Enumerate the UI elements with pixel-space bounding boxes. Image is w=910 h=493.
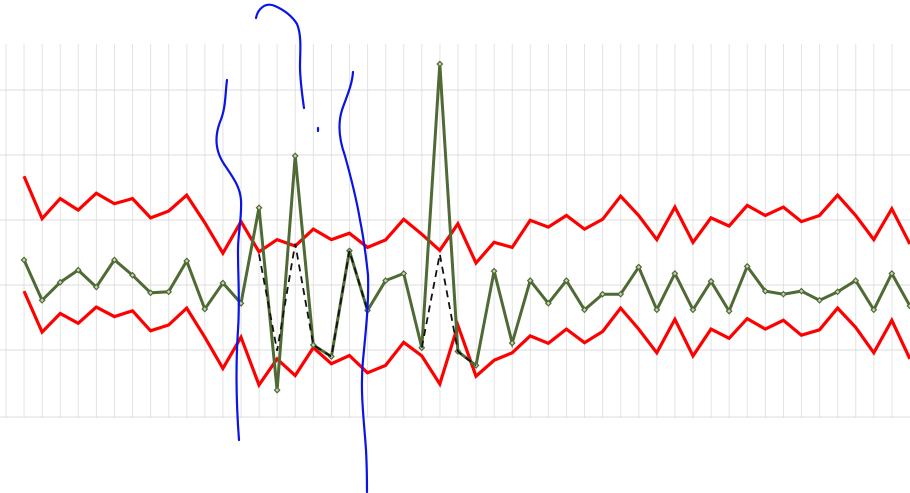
series-point-2 — [581, 306, 588, 314]
series-point-2 — [255, 204, 263, 212]
series-line-3 — [258, 243, 369, 359]
series-point-2 — [74, 266, 82, 274]
series-point-2 — [309, 341, 317, 349]
series-point-2 — [183, 257, 191, 265]
blue-hand-drawn-stroke — [338, 70, 370, 493]
series-point-2 — [38, 296, 46, 304]
series-point-2 — [544, 299, 552, 307]
series-point-2 — [707, 277, 715, 285]
series-point-2 — [816, 296, 823, 304]
series-point-2 — [92, 283, 100, 291]
series-point-2 — [418, 344, 426, 352]
series-point-2 — [436, 60, 444, 68]
series-point-2 — [56, 278, 64, 286]
series-point-2 — [725, 307, 733, 315]
series-point-2 — [165, 288, 173, 296]
series-point-2 — [20, 256, 28, 264]
series-point-2 — [671, 270, 679, 277]
series-point-2 — [110, 256, 118, 264]
series-point-2 — [852, 277, 860, 285]
series-point-2 — [797, 287, 805, 295]
series-point-2 — [147, 289, 155, 297]
series-point-2 — [273, 386, 281, 394]
chart-series — [20, 60, 910, 394]
series-point-2 — [382, 277, 390, 285]
series-point-2 — [526, 277, 534, 285]
series-line-1 — [22, 290, 910, 389]
series-point-2 — [689, 306, 697, 314]
series-point-2 — [761, 287, 769, 295]
series-point-2 — [508, 339, 516, 347]
series-point-2 — [129, 271, 136, 279]
series-line-2 — [22, 63, 910, 391]
series-line-0 — [22, 175, 910, 266]
series-point-2 — [653, 306, 661, 314]
series-point-2 — [400, 270, 408, 277]
series-point-2 — [291, 152, 299, 160]
blue-hand-drawn-stroke — [215, 78, 243, 442]
series-line-3 — [420, 254, 477, 367]
series-point-2 — [599, 290, 607, 298]
series-point-2 — [779, 290, 787, 298]
series-point-2 — [562, 277, 570, 285]
series-point-2 — [635, 263, 643, 271]
series-point-2 — [617, 290, 625, 298]
annotation-layer — [215, 3, 370, 493]
series-point-2 — [201, 305, 209, 313]
series-point-2 — [870, 306, 878, 314]
chart-grid — [0, 44, 910, 418]
blue-hand-drawn-stroke — [254, 3, 306, 110]
series-point-2 — [219, 279, 227, 287]
series-point-2 — [888, 270, 896, 277]
series-point-2 — [834, 288, 842, 296]
series-point-2 — [743, 262, 751, 270]
series-point-2 — [490, 267, 498, 275]
